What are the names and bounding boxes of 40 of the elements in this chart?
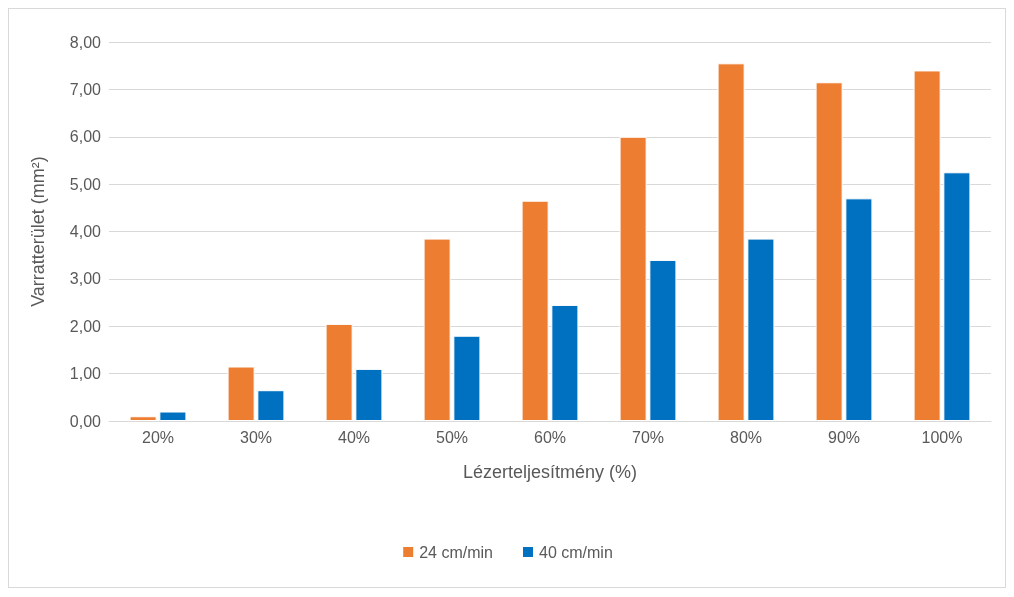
x-tick-label: 70% xyxy=(631,428,665,446)
x-tick-label: 50% xyxy=(435,428,469,446)
y-tick-label: 7,00 xyxy=(69,80,102,98)
bar xyxy=(913,70,941,421)
x-tick-label: 30% xyxy=(239,428,273,446)
bar xyxy=(227,366,255,421)
bar xyxy=(453,335,481,421)
bar xyxy=(521,200,549,421)
bar xyxy=(717,63,745,421)
bar xyxy=(257,390,285,421)
y-tick-label: 4,00 xyxy=(69,223,102,240)
y-tick-label: 3,00 xyxy=(69,270,102,288)
x-tick-label: 100% xyxy=(921,428,963,446)
bar xyxy=(845,198,873,421)
x-axis-title: Lézerteljesítmény (%) xyxy=(462,462,638,482)
bar xyxy=(129,416,157,421)
y-tick-label: 0,00 xyxy=(69,412,102,430)
bar xyxy=(943,172,971,421)
legend-label: 24 cm/min xyxy=(419,543,493,561)
bar xyxy=(159,411,187,421)
bar xyxy=(423,238,451,421)
y-tick-label: 2,00 xyxy=(69,317,102,335)
y-tick-label: 8,00 xyxy=(69,33,102,51)
legend-label: 40 cm/min xyxy=(539,543,613,561)
x-tick-label: 20% xyxy=(141,428,175,446)
bar xyxy=(325,323,353,421)
bar xyxy=(747,238,775,421)
x-tick-label: 90% xyxy=(827,428,861,446)
y-tick-label: 1,00 xyxy=(69,365,102,383)
bar xyxy=(551,304,579,421)
x-tick-label: 40% xyxy=(337,428,371,446)
y-tick-label: 6,00 xyxy=(69,128,102,146)
bar xyxy=(619,136,647,421)
y-tick-label: 5,00 xyxy=(69,175,102,193)
x-tick-label: 80% xyxy=(729,428,763,446)
bar xyxy=(815,82,843,421)
bar xyxy=(649,259,677,421)
x-tick-label: 60% xyxy=(533,428,567,446)
bar xyxy=(355,368,383,421)
y-axis-title: Varratterület (mm²) xyxy=(28,156,48,307)
